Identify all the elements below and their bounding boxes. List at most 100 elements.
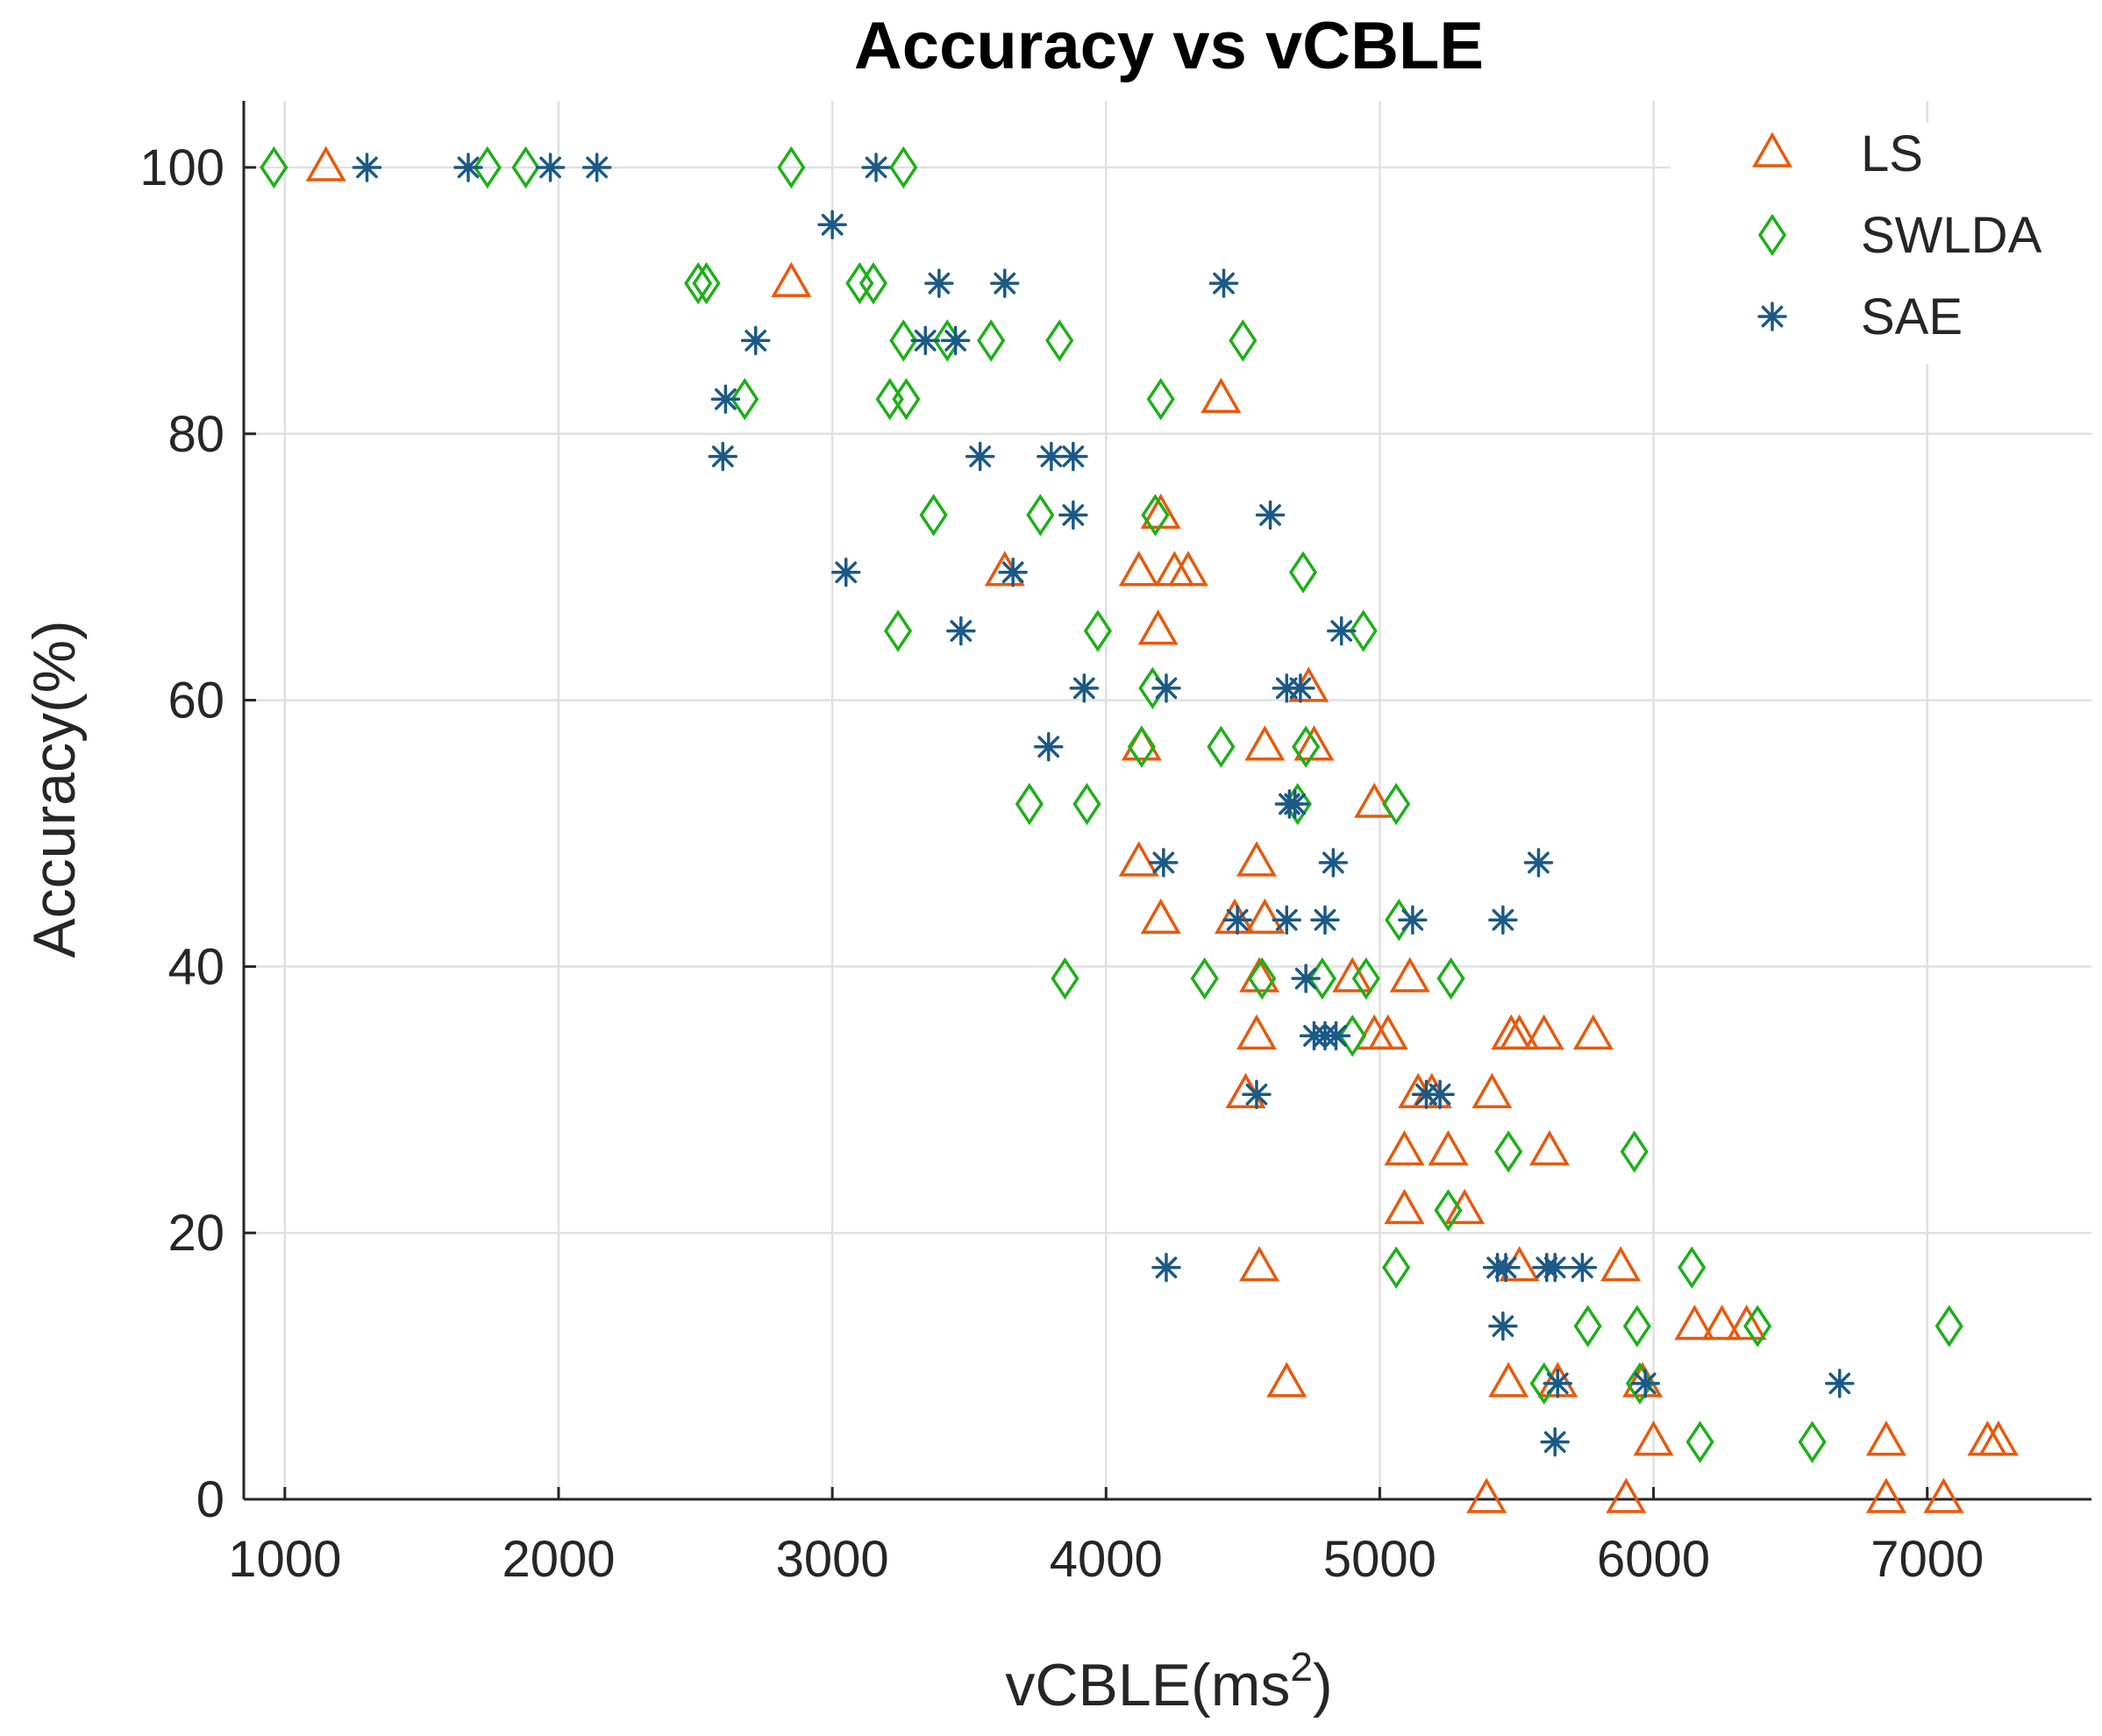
sae-point bbox=[1208, 268, 1239, 298]
swlda-point bbox=[1434, 1189, 1463, 1232]
x-axis-label: vCBLE(ms2) bbox=[1005, 1644, 1332, 1718]
sae-point bbox=[1630, 1369, 1660, 1398]
swlda-point bbox=[1072, 782, 1101, 826]
swlda-point bbox=[919, 494, 948, 537]
ls-point bbox=[1428, 1130, 1469, 1166]
sae-point bbox=[1272, 905, 1302, 935]
ls-point bbox=[1633, 1420, 1674, 1456]
series-sae bbox=[352, 153, 1855, 1457]
legend-marker-sae bbox=[1757, 302, 1787, 331]
legend-label-swlda: SWLDA bbox=[1861, 207, 2042, 264]
sae-point bbox=[1286, 673, 1315, 703]
sae-point bbox=[1318, 848, 1349, 878]
ls-point bbox=[1865, 1477, 1906, 1513]
data-markers bbox=[260, 146, 2019, 1513]
x-tick-label: 7000 bbox=[1870, 1531, 1984, 1588]
swlda-point bbox=[1127, 725, 1156, 768]
sae-point bbox=[1326, 615, 1357, 646]
swlda-point bbox=[883, 609, 913, 652]
swlda-point bbox=[260, 146, 289, 189]
x-axis-label-end: ) bbox=[1313, 1652, 1333, 1718]
ls-point bbox=[1137, 609, 1179, 645]
swlda-point bbox=[889, 146, 918, 189]
swlda-point bbox=[692, 261, 721, 305]
x-tick-label: 1000 bbox=[228, 1531, 341, 1588]
ls-point bbox=[1600, 1246, 1642, 1282]
sae-point bbox=[1151, 1252, 1181, 1283]
ls-point bbox=[1923, 1477, 1964, 1513]
sae-point bbox=[1540, 1252, 1570, 1283]
sae-point bbox=[1279, 789, 1310, 819]
sae-point bbox=[1567, 1252, 1598, 1283]
sae-point bbox=[1058, 500, 1088, 530]
ls-point bbox=[1332, 957, 1373, 993]
swlda-point bbox=[1494, 1130, 1523, 1173]
ls-point bbox=[1118, 841, 1159, 877]
x-ticks: 1000 2000 3000 4000 5000 6000 7000 bbox=[228, 1487, 1984, 1588]
sae-point bbox=[1242, 1079, 1272, 1109]
swlda-point bbox=[1141, 494, 1170, 537]
ls-point bbox=[1528, 1130, 1570, 1166]
x-axis-label-base: vCBLE(ms bbox=[1005, 1652, 1290, 1718]
swlda-point bbox=[1051, 957, 1080, 1000]
ls-point bbox=[305, 146, 346, 181]
sae-point bbox=[581, 153, 612, 182]
swlda-point bbox=[1935, 1305, 1963, 1348]
sae-point bbox=[1037, 441, 1066, 472]
x-tick-label: 2000 bbox=[502, 1531, 615, 1588]
swlda-point bbox=[1083, 609, 1113, 652]
swlda-point bbox=[859, 261, 888, 305]
swlda-point bbox=[684, 261, 713, 305]
legend: LS SWLDA SAE bbox=[1671, 123, 2091, 364]
y-tick-label: 100 bbox=[139, 139, 224, 196]
ls-point bbox=[1384, 1130, 1425, 1166]
ls-point bbox=[1140, 898, 1181, 934]
sae-point bbox=[740, 325, 771, 356]
ls-point bbox=[1244, 898, 1286, 934]
swlda-point bbox=[1382, 782, 1411, 826]
y-tick-label: 0 bbox=[196, 1471, 224, 1528]
ls-point bbox=[1293, 725, 1335, 761]
sae-point bbox=[1523, 848, 1554, 878]
ls-point bbox=[1499, 1014, 1540, 1050]
swlda-point bbox=[1382, 1246, 1411, 1289]
sae-point bbox=[1255, 500, 1286, 530]
ls-point bbox=[771, 261, 812, 297]
ls-point bbox=[1214, 898, 1255, 934]
sae-point bbox=[1425, 1079, 1455, 1109]
ls-point bbox=[1118, 551, 1159, 587]
swlda-point bbox=[1190, 957, 1219, 1000]
legend-marker-ls bbox=[1751, 132, 1793, 167]
swlda-point bbox=[1622, 1305, 1651, 1348]
ls-point bbox=[1236, 1014, 1277, 1050]
swlda-point bbox=[1146, 378, 1175, 421]
ls-point bbox=[1244, 725, 1286, 761]
swlda-point bbox=[1678, 1246, 1707, 1289]
sae-point bbox=[1151, 673, 1181, 703]
sae-point bbox=[924, 268, 954, 298]
sae-point bbox=[1069, 673, 1100, 703]
sae-point bbox=[1222, 905, 1252, 935]
axes bbox=[242, 101, 2091, 1501]
swlda-point bbox=[1288, 551, 1318, 594]
swlda-point bbox=[1620, 1130, 1649, 1173]
series-ls bbox=[305, 146, 2019, 1513]
ls-point bbox=[1865, 1420, 1906, 1456]
sae-point bbox=[1149, 848, 1179, 878]
swlda-point bbox=[1248, 957, 1277, 1000]
swlda-point bbox=[1436, 957, 1465, 1000]
swlda-point bbox=[1292, 725, 1321, 768]
x-tick-label: 5000 bbox=[1323, 1531, 1436, 1588]
ls-point bbox=[1466, 1477, 1507, 1513]
swlda-point bbox=[977, 319, 1006, 362]
swlda-point bbox=[1573, 1305, 1602, 1348]
ls-point bbox=[1572, 1014, 1614, 1050]
sae-point bbox=[1491, 1252, 1521, 1283]
x-axis-label-superscript: 2 bbox=[1290, 1644, 1313, 1690]
swlda-point bbox=[889, 319, 918, 362]
sae-point bbox=[946, 615, 976, 646]
sae-point bbox=[1058, 441, 1088, 472]
y-tick-label: 20 bbox=[167, 1205, 224, 1262]
ls-point bbox=[1389, 957, 1430, 993]
swlda-point bbox=[1625, 1362, 1655, 1405]
